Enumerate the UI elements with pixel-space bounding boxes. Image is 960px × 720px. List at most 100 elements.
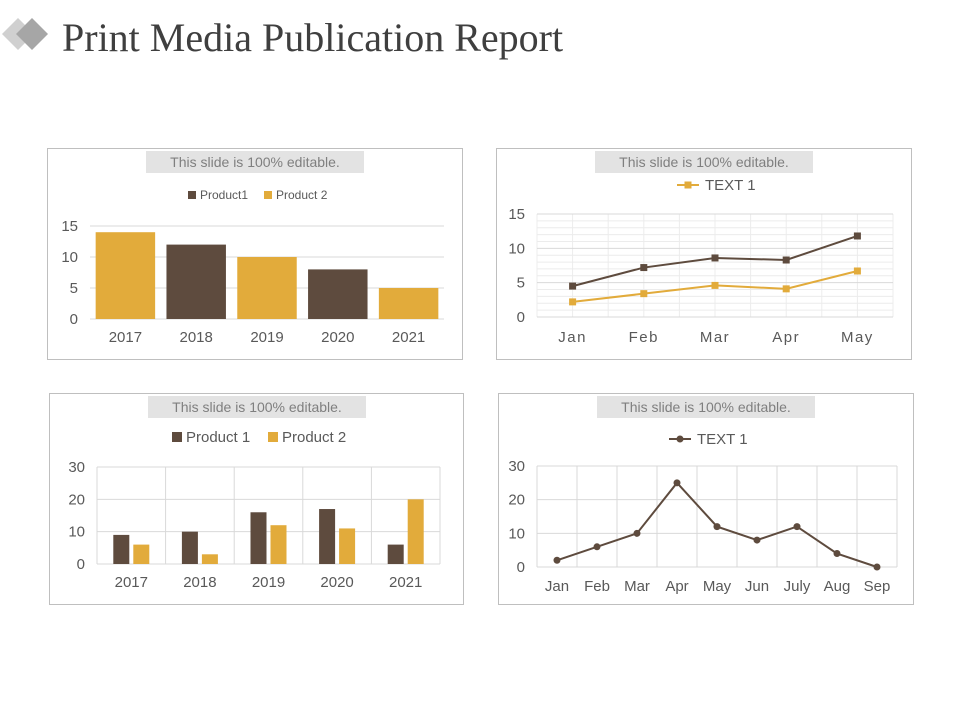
x-tick-label: Apr	[665, 578, 688, 595]
bar-2019	[237, 257, 297, 319]
bar-2021	[378, 288, 439, 319]
legend-swatch	[268, 432, 278, 442]
legend-swatch	[188, 191, 196, 199]
y-tick-label: 20	[68, 491, 85, 508]
y-tick-label: 0	[517, 309, 525, 326]
x-tick-label: 2019	[252, 574, 285, 591]
editable-banner: This slide is 100% editable.	[148, 396, 366, 418]
data-point	[793, 523, 801, 531]
bar-chart-2: 0 10 20 30 2017 2018 2019 2020 2021 Product 1 Prod…	[68, 429, 441, 591]
data-point	[753, 536, 761, 544]
editable-banner: This slide is 100% editable.	[146, 151, 364, 173]
legend-label: TEXT 1	[697, 431, 748, 448]
y-tick-label: 10	[61, 249, 78, 266]
x-tick-label: Aug	[824, 578, 851, 595]
x-tick-label: July	[784, 578, 811, 595]
x-tick-label: May	[703, 578, 732, 595]
data-point	[553, 556, 561, 564]
x-tick-label: Mar	[700, 329, 730, 346]
data-point	[640, 264, 648, 272]
legend-marker	[684, 181, 692, 189]
bar-product-1-2019	[250, 512, 267, 564]
page-title: Print Media Publication Report	[62, 15, 564, 60]
y-tick-label: 10	[68, 524, 85, 541]
y-tick-label: 15	[508, 206, 525, 223]
bar-product-2-2019	[270, 525, 287, 564]
data-point	[593, 543, 601, 551]
data-point	[569, 282, 577, 290]
y-tick-label: 30	[68, 459, 85, 476]
bar-product-2-2020	[339, 528, 356, 564]
data-point	[569, 298, 577, 306]
y-tick-label: 5	[70, 280, 78, 297]
editable-banner: This slide is 100% editable.	[597, 396, 815, 418]
legend-label: Product1	[200, 188, 248, 202]
chart-panel-line-text1: This slide is 100% editable. 0 5 10 15 Jan Fe…	[496, 148, 912, 360]
bar-product-1-2021	[387, 544, 404, 564]
bar-chart-1: 0 5 10 15 2017 2018 2019 2020 2021 Product1 Produc…	[61, 188, 444, 346]
y-tick-label: 10	[508, 525, 525, 542]
data-point	[640, 290, 648, 298]
legend-label: Product 2	[276, 188, 328, 202]
data-point	[782, 285, 790, 293]
y-tick-label: 0	[517, 559, 525, 576]
y-tick-label: 20	[508, 492, 525, 509]
y-tick-label: 30	[508, 458, 525, 475]
data-point	[833, 550, 841, 558]
data-point	[673, 479, 681, 487]
bar-2018	[166, 244, 226, 319]
bar-product-2-2021	[407, 499, 424, 564]
x-tick-label: 2017	[109, 329, 142, 346]
bar-product-1-2017	[113, 534, 130, 564]
x-tick-label: May	[841, 329, 874, 346]
logo-icon	[2, 18, 48, 50]
data-point	[633, 529, 641, 537]
legend-label: Product 1	[186, 429, 250, 446]
chart-panel-grouped-bar: This slide is 100% editable. 0 10 20 30 2017…	[49, 393, 464, 605]
x-tick-label: Mar	[624, 578, 650, 595]
y-tick-label: 15	[61, 218, 78, 235]
legend-swatch	[172, 432, 182, 442]
data-point	[853, 232, 861, 240]
y-tick-label: 10	[508, 240, 525, 257]
bar-product-1-2018	[181, 531, 198, 564]
x-tick-label: Jan	[558, 329, 587, 346]
data-point	[713, 523, 721, 531]
y-tick-label: 0	[77, 556, 85, 573]
x-tick-label: 2021	[389, 574, 422, 591]
x-tick-label: Jun	[745, 578, 769, 595]
chart-panel-bar-products: This slide is 100% editable. 0 5 10 15 2017 2…	[47, 148, 463, 360]
x-tick-label: 2020	[321, 329, 354, 346]
data-point	[711, 281, 719, 289]
data-point	[853, 267, 861, 275]
x-tick-label: 2017	[115, 574, 148, 591]
data-point	[782, 256, 790, 264]
data-point	[711, 254, 719, 262]
x-tick-label: Jan	[545, 578, 569, 595]
x-tick-label: 2019	[250, 329, 283, 346]
line-chart-2: 0 10 20 30 Jan Feb Mar Apr May Jun July Aug Sep TEXT …	[508, 431, 898, 595]
editable-banner: This slide is 100% editable.	[595, 151, 813, 173]
legend-marker	[676, 435, 684, 443]
x-tick-label: Apr	[772, 329, 800, 346]
x-tick-label: 2018	[183, 574, 216, 591]
y-tick-label: 0	[70, 311, 78, 328]
bar-product-2-2018	[201, 554, 218, 564]
bar-2017	[95, 232, 156, 319]
data-point	[873, 563, 881, 571]
bar-product-2-2017	[133, 544, 150, 564]
x-tick-label: 2020	[320, 574, 353, 591]
bar-2020	[308, 269, 368, 319]
legend-swatch	[264, 191, 272, 199]
line-chart-1: 0 5 10 15 Jan Feb Mar Apr May TEXT 1	[508, 177, 894, 346]
chart-panel-line-months: This slide is 100% editable. 0 10 20 30 Jan F…	[498, 393, 914, 605]
x-tick-label: Feb	[629, 329, 659, 346]
x-tick-label: Sep	[864, 578, 891, 595]
bar-product-1-2020	[319, 509, 336, 564]
legend-label: Product 2	[282, 429, 346, 446]
x-tick-label: 2021	[392, 329, 425, 346]
x-tick-label: Feb	[584, 578, 610, 595]
y-tick-label: 5	[517, 275, 525, 292]
legend-label: TEXT 1	[705, 177, 756, 194]
x-tick-label: 2018	[180, 329, 213, 346]
